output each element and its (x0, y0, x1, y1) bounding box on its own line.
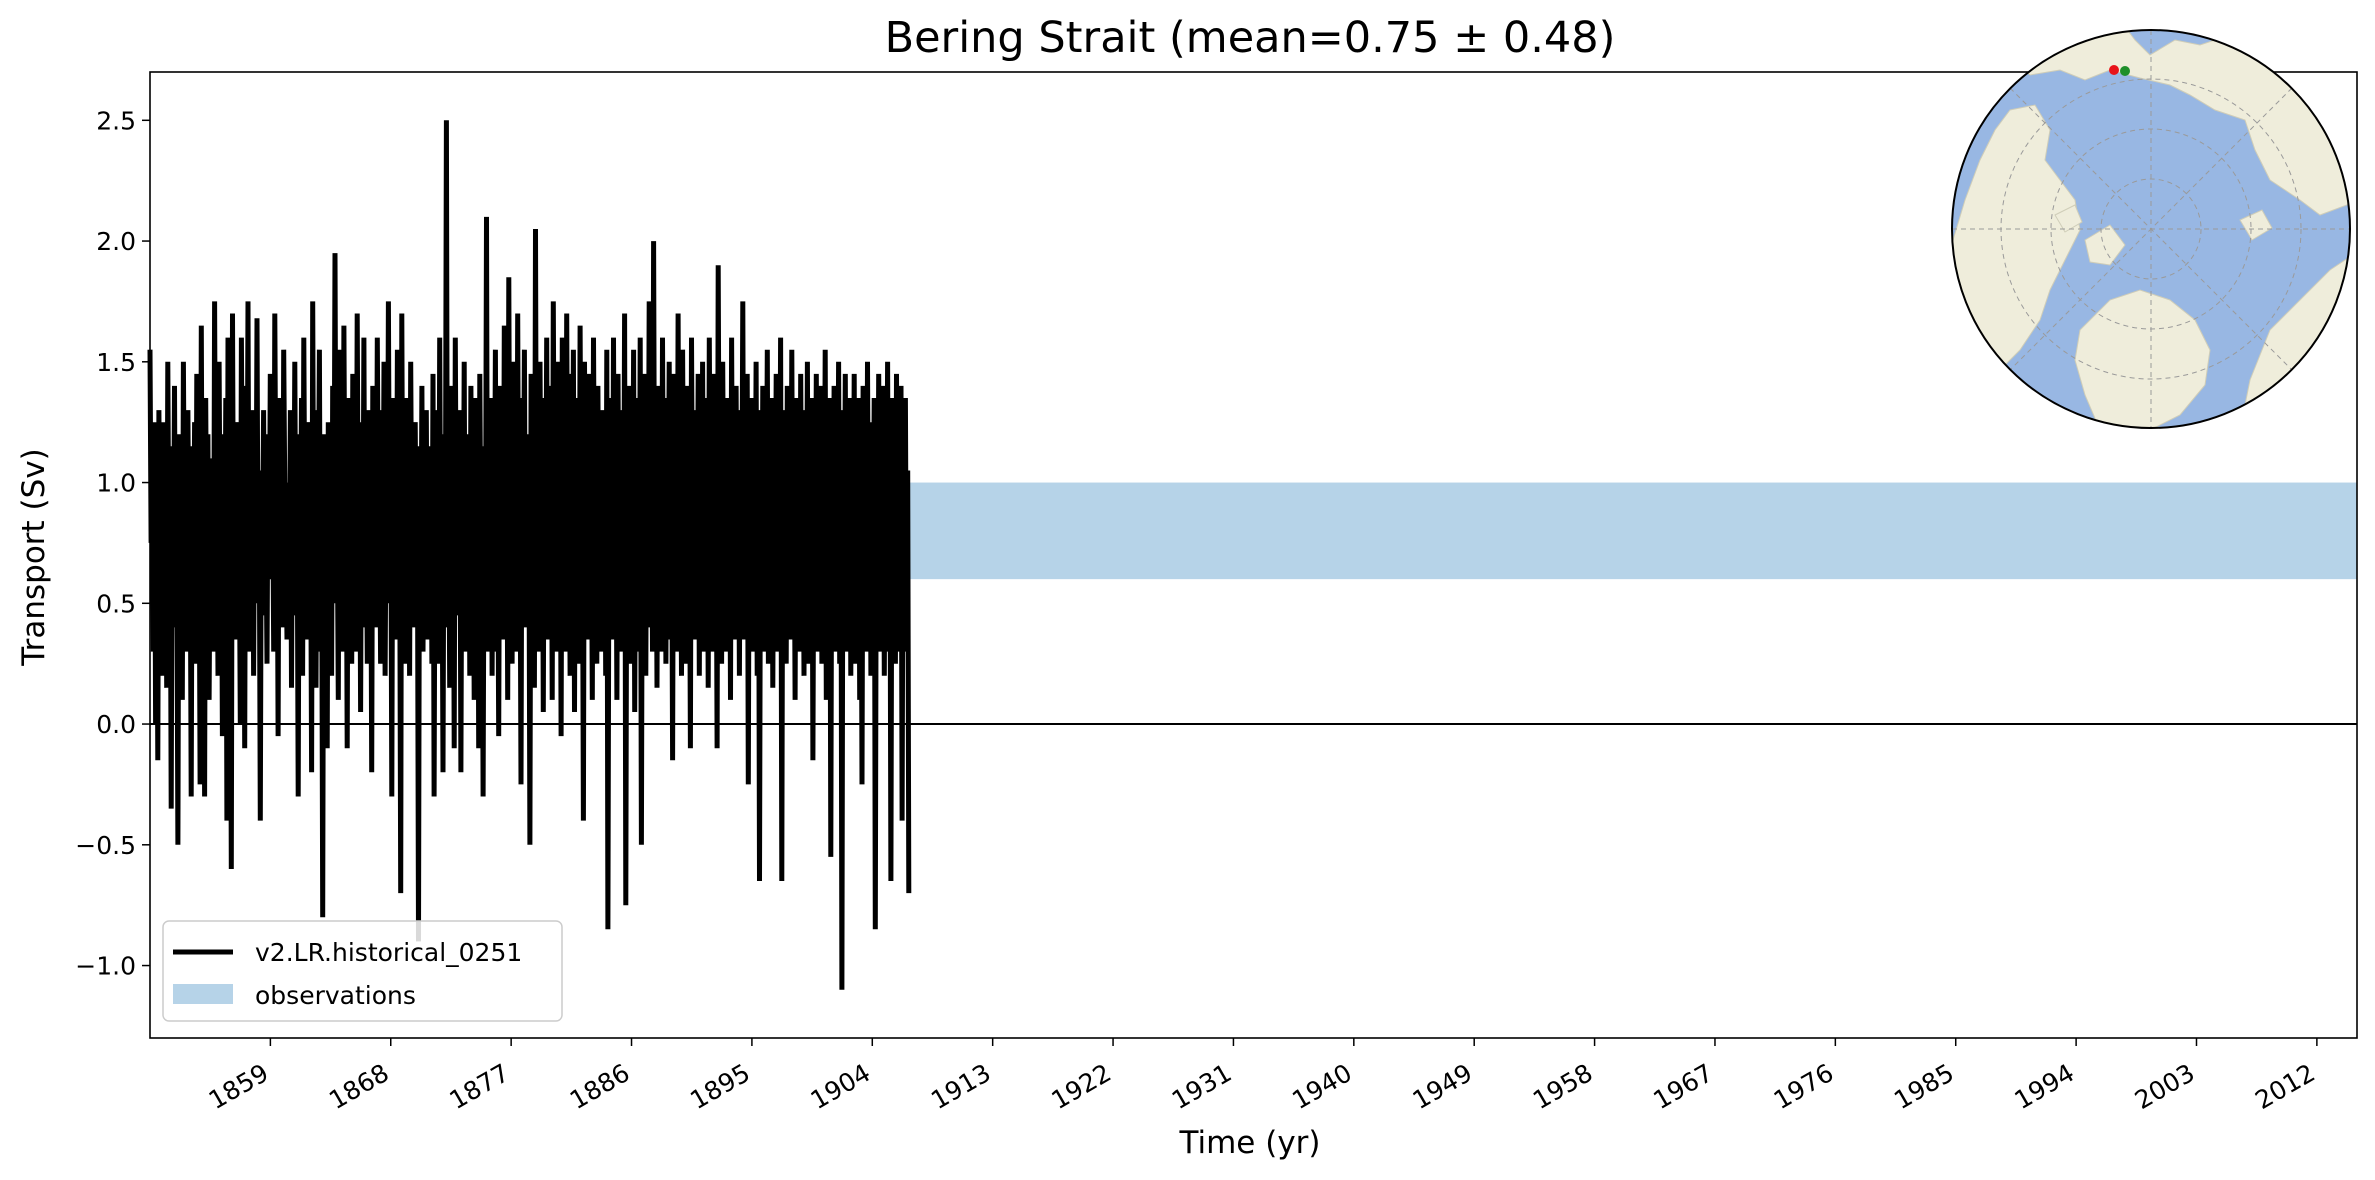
map-graticule (1952, 30, 2350, 428)
x-tick-label: 1949 (1408, 1058, 1478, 1115)
legend-label-observations: observations (255, 981, 416, 1010)
x-tick-label: 1931 (1167, 1058, 1237, 1115)
y-tick-label: 0.0 (96, 710, 136, 739)
x-tick-label: 1994 (2010, 1058, 2080, 1115)
y-tick-label: 0.5 (96, 589, 136, 618)
y-tick-label: 1.5 (96, 348, 136, 377)
x-tick-label: 1913 (926, 1058, 996, 1115)
y-tick-label: 2.5 (96, 106, 136, 135)
y-axis-label: Transport (Sv) (16, 448, 52, 667)
x-tick-label: 1940 (1287, 1058, 1357, 1115)
x-tick-label: 1895 (685, 1058, 755, 1115)
map-outline (1951, 29, 2351, 429)
x-tick-label: 2003 (2130, 1058, 2200, 1115)
x-tick-label: 2012 (2250, 1058, 2320, 1115)
y-tick-label: −0.5 (75, 831, 136, 860)
x-tick-label: 1904 (806, 1058, 876, 1115)
x-tick-label: 1976 (1769, 1058, 1839, 1115)
legend-box (162, 920, 563, 1022)
section-marker-east (2120, 66, 2130, 76)
x-tick-label: 1922 (1046, 1058, 1116, 1115)
map-land-greenland (2074, 289, 2211, 428)
x-axis-label: Time (yr) (1179, 1125, 1321, 1161)
chart-title: Bering Strait (mean=0.75 ± 0.48) (885, 13, 1616, 63)
x-tick-label: 1877 (445, 1058, 515, 1115)
series-layer (147, 120, 912, 990)
map-land-islands (2054, 204, 2273, 266)
legend-label-model: v2.LR.historical_0251 (255, 938, 522, 967)
x-tick-label: 1958 (1528, 1058, 1598, 1115)
x-tick-label: 1967 (1648, 1058, 1718, 1115)
series-line-model (147, 120, 912, 990)
section-marker-west (2109, 65, 2119, 75)
x-tick-label: 1886 (565, 1058, 635, 1115)
x-tick-label: 1868 (324, 1058, 394, 1115)
plot-frame (149, 71, 2358, 1039)
inset-arctic-map (1951, 29, 2351, 429)
y-tick-label: −1.0 (75, 952, 136, 981)
y-tick-label: 2.0 (96, 227, 136, 256)
y-tick-label: 1.0 (96, 469, 136, 498)
x-tick-label: 1859 (204, 1058, 274, 1115)
legend: v2.LR.historical_0251 observations (162, 920, 563, 1022)
x-tick-label: 1985 (1889, 1058, 1959, 1115)
legend-swatch-observations (173, 984, 233, 1004)
